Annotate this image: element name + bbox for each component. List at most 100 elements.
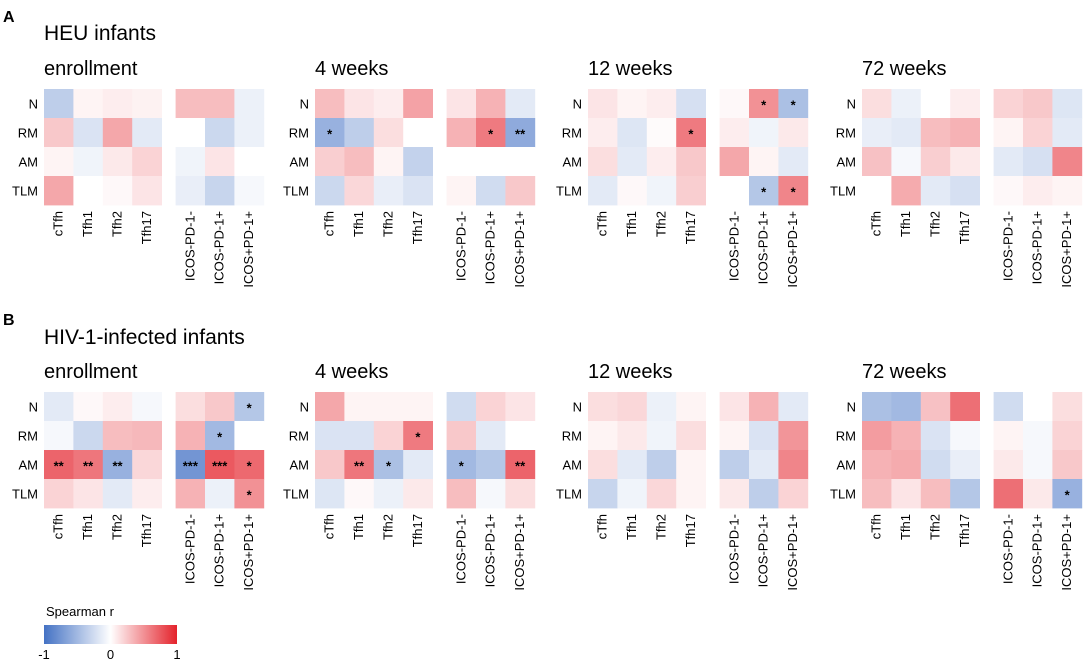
heatmap-cell [950,479,980,509]
significance-star: * [247,459,253,474]
col-label: cTfh [869,211,884,236]
col-label: ICOS+PD-1+ [241,211,256,288]
heatmap-cell [588,479,618,509]
heatmap-cell [862,392,892,422]
col-label: ICOS-PD-1+ [212,514,227,587]
col-label: ICOS-PD-1+ [1030,514,1045,587]
heatmap-cell [778,176,809,206]
heatmap-cell [617,421,648,451]
heatmap-cell [920,147,951,177]
heatmap-cell [862,450,892,480]
col-label: ICOS-PD-1+ [483,514,498,587]
heatmap-cell [993,89,1024,119]
significance-star: * [761,185,767,200]
colorbar-legend: Spearman r -1 0 1 [38,604,180,662]
heatmap-cell [102,89,133,119]
heatmap-cell [44,147,74,177]
col-label: Tfh1 [624,514,639,540]
heatmap-cell [73,392,104,422]
heatmap-cell [950,392,980,422]
significance-star: * [247,488,253,503]
heatmap-cell [719,147,750,177]
heatmap-cell [446,392,477,422]
heatmap-cell [102,421,133,451]
col-label: cTfh [322,514,337,539]
heatmap-cell [234,421,265,451]
heatmap-cell [920,421,951,451]
heatmap-cell [891,421,922,451]
heatmap-cell [749,421,779,451]
heatmap-cell [891,89,922,119]
heatmap-cell [920,392,951,422]
heatmap-cell [476,392,506,422]
heatmap-cell [891,392,922,422]
significance-star: *** [212,459,228,474]
heatmap-cell [676,392,706,422]
heatmap-cell [446,118,477,148]
col-label: Tfh2 [381,211,396,237]
heatmap-cell [1052,176,1083,206]
col-label: Tfh1 [624,211,639,237]
heatmap-a-1: enrollment N RM AM TLM cTfh Tfh1 Tfh2 Tfh17 ICOS-… [12,58,265,288]
row-label: RM [289,126,309,141]
heatmap-cell [920,118,951,148]
panel-letter-a: A [3,9,15,26]
heatmap-cell [1023,392,1053,422]
heatmap-cell [588,118,618,148]
heatmap-cell [1052,479,1083,509]
significance-star: ** [515,127,526,142]
heatmap-cell [476,479,506,509]
heatmap-cell [44,89,74,119]
heatmap-cell [950,118,980,148]
heatmap-cell [373,89,404,119]
significance-star: ** [354,459,365,474]
heatmap-cell [920,89,951,119]
heatmap-cell [719,118,750,148]
heatmap-cell [1023,176,1053,206]
significance-star: * [327,127,333,142]
heatmap-cell [646,392,677,422]
col-label: Tfh17 [683,211,698,244]
col-label: Tfh17 [683,514,698,547]
heatmap-cell [646,450,677,480]
heatmap-cell [505,118,536,148]
col-label: ICOS+PD-1+ [512,514,527,591]
heatmap-cell [617,89,648,119]
row-label: TLM [12,184,38,199]
heatmap-cell [891,176,922,206]
heatmap-cell [44,392,74,422]
heatmap-cell [646,118,677,148]
heatmap-cell [993,392,1024,422]
col-label: ICOS+PD-1+ [512,211,527,288]
heatmap-cell [175,118,206,148]
heatmap-cell [403,421,433,451]
heatmap-cell [719,450,750,480]
heatmap-cell [676,479,706,509]
heatmap-cell [862,118,892,148]
heatmap-cell [778,118,809,148]
significance-star: * [791,98,797,113]
heatmap-cell [175,89,206,119]
row-label: N [847,400,856,415]
heatmap-cell [315,421,345,451]
heatmap-cell [646,89,677,119]
row-label: RM [289,429,309,444]
col-label: Tfh1 [351,211,366,237]
significance-star: *** [183,459,199,474]
heatmap-b-4: 72 weeks N RM AM TLM * cTfh Tfh1 Tfh2 Tfh17 ICOS-P… [830,361,1083,591]
heatmap-cell [749,147,779,177]
colorbar-tick-label: 0 [107,647,114,662]
heatmap-cell [344,392,375,422]
heatmap-cell [749,89,779,119]
heatmap-cell [175,147,206,177]
row-label: TLM [830,487,856,502]
col-label: ICOS-PD-1- [182,211,197,281]
heatmap-cell [476,118,506,148]
heatmap-cell [778,479,809,509]
heatmap-cell [344,118,375,148]
heatmap-cell [315,118,345,148]
